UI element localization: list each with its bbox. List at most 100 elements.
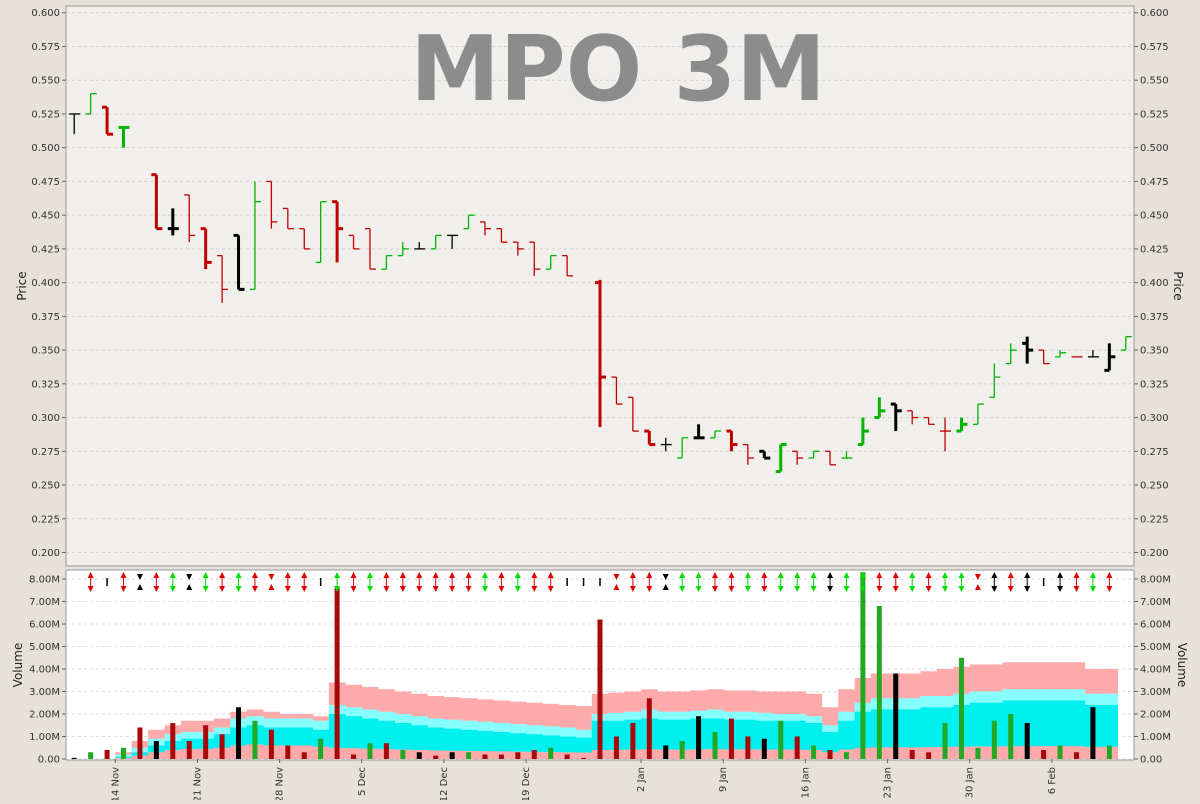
volume-bar — [1106, 745, 1112, 759]
volume-bar — [466, 752, 472, 759]
indicator-down — [416, 586, 423, 592]
volume-bar — [137, 727, 143, 759]
ohlc-bar — [857, 417, 869, 447]
indicator-down — [843, 586, 850, 592]
ohlc-bar — [1104, 343, 1116, 372]
ohlc-bar — [1120, 335, 1132, 351]
ohlc-bar — [85, 93, 97, 115]
price-tick-label: 0.600 — [1140, 8, 1169, 19]
indicator-up — [268, 584, 275, 590]
indicator-up — [1106, 572, 1113, 578]
price-tick-label: 0.475 — [31, 177, 60, 188]
indicator-up — [925, 572, 932, 578]
indicator-up — [481, 572, 488, 578]
date-axis: 14 Nov 21 Nov 28 Nov 5 Dec 12 Dec 19 Dec 2 Jan… — [110, 759, 1058, 802]
ohlc-bar — [808, 450, 820, 459]
volume-bar — [449, 752, 455, 759]
volume-band-inner — [969, 702, 987, 759]
indicator-up — [531, 572, 538, 578]
volume-bar — [71, 757, 77, 759]
ohlc-bar — [69, 113, 81, 135]
price-tick-label: 0.450 — [31, 211, 60, 222]
volume-bar — [268, 729, 274, 759]
indicator-up — [432, 572, 439, 578]
volume-tick-label: 1.00M — [29, 732, 60, 743]
indicator-up — [1024, 572, 1031, 578]
indicator-down — [547, 586, 554, 592]
volume-bar — [285, 745, 291, 759]
ohlc-bar — [759, 449, 771, 460]
ohlc-bar — [479, 221, 491, 236]
indicator-up — [547, 572, 554, 578]
ohlc-bar — [1087, 350, 1099, 358]
date-tick-label: 30 Jan — [965, 767, 976, 798]
price-tick-label: 0.300 — [31, 413, 60, 424]
ohlc-bar — [627, 396, 639, 432]
volume-bar — [893, 673, 899, 759]
ohlc-bar — [940, 417, 952, 452]
indicator-down — [876, 586, 883, 592]
price-tick-label: 0.250 — [1140, 481, 1169, 492]
volume-bar — [236, 707, 242, 759]
price-tick-label: 0.375 — [1140, 312, 1169, 323]
indicator-up — [87, 572, 94, 578]
volume-axis-right: 0.00 1.00M 2.00M 3.00M 4.00M 5.00M 6.00M 7.00M 8… — [1134, 575, 1171, 766]
ohlc-bar — [956, 417, 968, 433]
volume-band-base — [427, 750, 445, 759]
volume-bar — [876, 606, 882, 759]
volume-band-inner — [657, 719, 675, 759]
indicator-up — [284, 572, 291, 578]
volume-bar — [679, 741, 685, 759]
volume-bar — [663, 745, 669, 759]
volume-bar — [712, 732, 718, 759]
indicator-down — [761, 586, 768, 592]
volume-tick-label: 6.00M — [29, 620, 60, 631]
ohlc-bar — [332, 200, 344, 263]
date-tick-label: 19 Dec — [521, 767, 532, 800]
ohlc-bar — [118, 125, 130, 148]
indicator-down — [153, 586, 160, 592]
ohlc-bar — [710, 430, 722, 439]
price-tick-label: 0.200 — [31, 548, 60, 559]
indicator-down — [942, 586, 949, 592]
indicator-up — [909, 572, 916, 578]
indicator-up — [219, 572, 226, 578]
volume-band-base — [345, 748, 363, 759]
ohlc-bar — [874, 397, 886, 420]
indicator-up — [1007, 572, 1014, 578]
indicator-down — [974, 574, 981, 580]
volume-bar — [219, 734, 225, 759]
indicator-down — [498, 586, 505, 592]
ohlc-bar — [726, 429, 738, 452]
price-tick-label: 0.225 — [31, 514, 60, 525]
price-tick-label: 0.275 — [31, 447, 60, 458]
volume-bar — [597, 619, 603, 759]
volume-tick-label: 2.00M — [1140, 710, 1171, 721]
indicator-down — [859, 586, 866, 592]
indicator-up — [449, 572, 456, 578]
ohlc-bar — [167, 208, 179, 236]
volume-bar — [482, 754, 488, 759]
indicator-up — [416, 572, 423, 578]
indicator-down — [465, 586, 472, 592]
indicator-down — [1106, 586, 1113, 592]
date-tick-label: 16 Jan — [800, 767, 811, 798]
volume-bar — [1073, 752, 1079, 759]
volume-band-inner — [920, 707, 938, 759]
volume-band-inner — [1051, 700, 1069, 759]
volume-bar — [696, 716, 702, 759]
indicator-up — [777, 572, 784, 578]
ohlc-bar — [1055, 350, 1067, 358]
indicator-down — [350, 586, 357, 592]
volume-indicators — [87, 572, 1113, 592]
indicator-down — [810, 586, 817, 592]
ohlc-bar — [907, 410, 919, 425]
ohlc-bar — [841, 451, 853, 459]
price-gridlines — [66, 12, 1134, 554]
price-tick-label: 0.300 — [1140, 413, 1169, 424]
volume-tick-label: 7.00M — [1140, 597, 1171, 608]
indicator-up — [827, 572, 834, 578]
ohlc-bar — [512, 241, 524, 256]
price-tick-label: 0.350 — [31, 346, 60, 357]
price-tick-label: 0.500 — [1140, 143, 1169, 154]
